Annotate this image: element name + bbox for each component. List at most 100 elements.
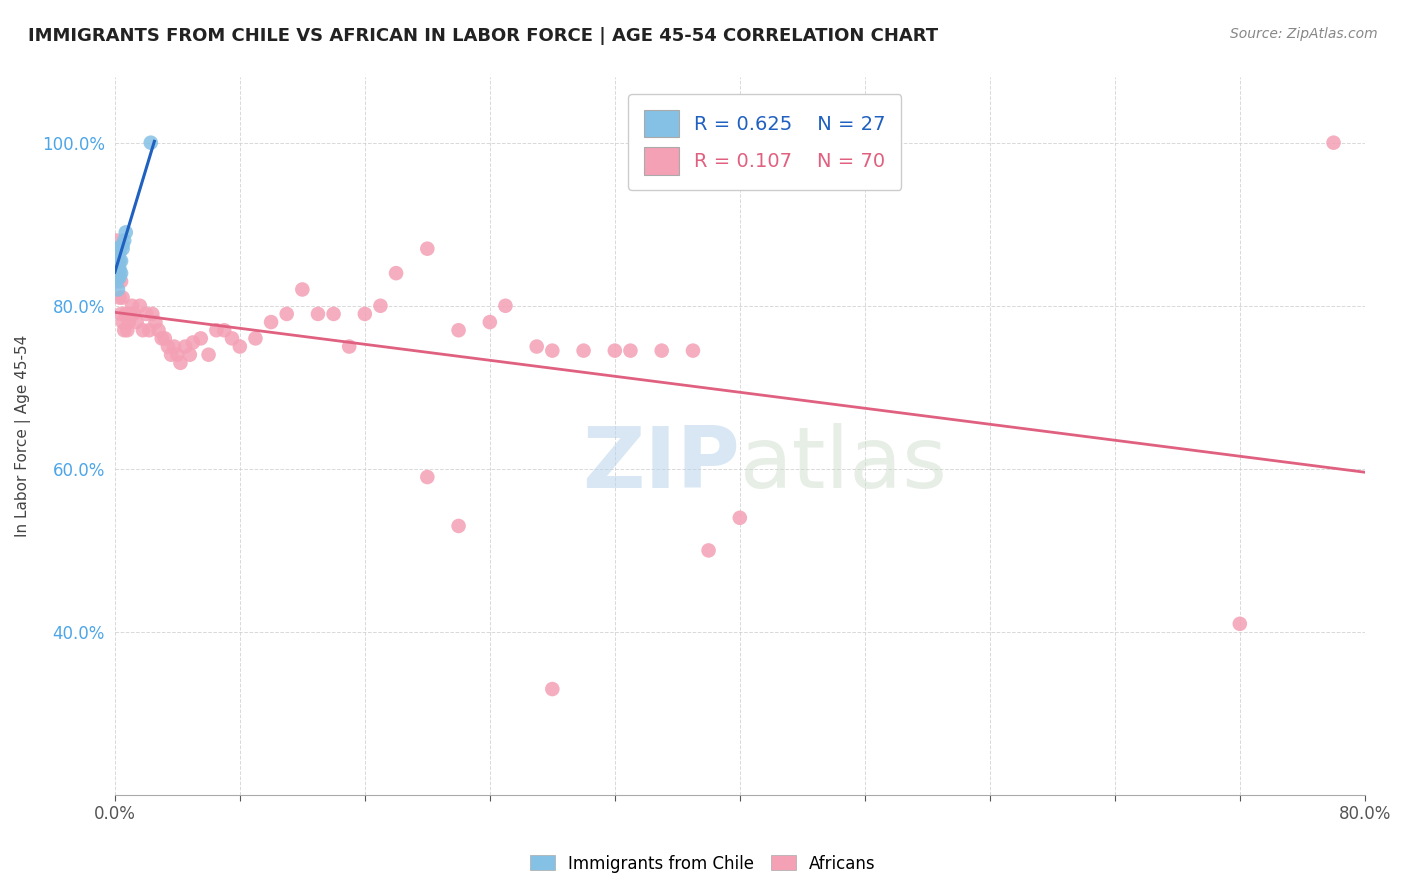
Point xyxy=(110,307,132,321)
Point xyxy=(276,307,298,321)
Point xyxy=(108,262,131,277)
Legend: R = 0.625    N = 27, R = 0.107    N = 70: R = 0.625 N = 27, R = 0.107 N = 70 xyxy=(628,95,901,190)
Text: Source: ZipAtlas.com: Source: ZipAtlas.com xyxy=(1230,27,1378,41)
Point xyxy=(166,348,188,362)
Point xyxy=(494,299,516,313)
Point xyxy=(148,323,170,337)
Point xyxy=(105,266,128,280)
Point xyxy=(117,323,139,337)
Point xyxy=(221,331,243,345)
Point xyxy=(619,343,641,358)
Point xyxy=(122,307,145,321)
Point xyxy=(108,245,131,260)
Point xyxy=(104,258,127,272)
Point xyxy=(112,234,135,248)
Point xyxy=(105,242,128,256)
Point xyxy=(105,254,128,268)
Point xyxy=(107,245,129,260)
Point xyxy=(322,307,344,321)
Legend: Immigrants from Chile, Africans: Immigrants from Chile, Africans xyxy=(523,848,883,880)
Point xyxy=(163,340,186,354)
Point xyxy=(541,343,564,358)
Point xyxy=(107,274,129,288)
Point xyxy=(307,307,329,321)
Point xyxy=(125,315,148,329)
Point xyxy=(111,291,134,305)
Point xyxy=(1229,616,1251,631)
Point xyxy=(105,250,128,264)
Point xyxy=(110,254,132,268)
Point xyxy=(108,254,131,268)
Point xyxy=(260,315,283,329)
Point xyxy=(107,262,129,277)
Point xyxy=(104,258,127,272)
Point xyxy=(447,323,470,337)
Point xyxy=(353,307,375,321)
Point xyxy=(526,340,548,354)
Point xyxy=(111,242,134,256)
Point xyxy=(245,331,267,345)
Point xyxy=(132,323,155,337)
Point xyxy=(181,335,204,350)
Point xyxy=(105,274,128,288)
Point xyxy=(370,299,392,313)
Point xyxy=(651,343,673,358)
Point xyxy=(128,299,150,313)
Point xyxy=(114,307,136,321)
Point xyxy=(229,340,252,354)
Point xyxy=(110,274,132,288)
Point xyxy=(139,136,162,150)
Point xyxy=(107,254,129,268)
Point xyxy=(104,250,127,264)
Point xyxy=(111,237,134,252)
Point xyxy=(160,348,183,362)
Point xyxy=(110,266,132,280)
Point xyxy=(447,519,470,533)
Point xyxy=(697,543,720,558)
Point xyxy=(197,348,219,362)
Text: atlas: atlas xyxy=(740,424,948,507)
Point xyxy=(179,348,201,362)
Point xyxy=(108,291,131,305)
Point xyxy=(104,266,127,280)
Point xyxy=(111,315,134,329)
Point xyxy=(174,340,197,354)
Point xyxy=(104,242,127,256)
Point xyxy=(728,510,751,524)
Point xyxy=(107,270,129,285)
Point xyxy=(212,323,235,337)
Point xyxy=(541,681,564,696)
Point xyxy=(108,270,131,285)
Point xyxy=(112,323,135,337)
Y-axis label: In Labor Force | Age 45-54: In Labor Force | Age 45-54 xyxy=(15,335,31,537)
Point xyxy=(416,470,439,484)
Point xyxy=(105,250,128,264)
Point xyxy=(145,315,167,329)
Point xyxy=(572,343,595,358)
Point xyxy=(385,266,408,280)
Point xyxy=(135,307,157,321)
Point xyxy=(104,242,127,256)
Point xyxy=(105,234,128,248)
Point xyxy=(118,315,141,329)
Point xyxy=(107,283,129,297)
Point xyxy=(682,343,704,358)
Point xyxy=(108,266,131,280)
Point xyxy=(150,331,173,345)
Point xyxy=(416,242,439,256)
Point xyxy=(138,323,160,337)
Point xyxy=(153,331,176,345)
Point xyxy=(603,343,626,358)
Point xyxy=(169,356,191,370)
Point xyxy=(104,254,127,268)
Point xyxy=(141,307,163,321)
Text: ZIP: ZIP xyxy=(582,424,740,507)
Point xyxy=(107,258,129,272)
Point xyxy=(291,283,314,297)
Point xyxy=(205,323,228,337)
Point xyxy=(156,340,179,354)
Text: IMMIGRANTS FROM CHILE VS AFRICAN IN LABOR FORCE | AGE 45-54 CORRELATION CHART: IMMIGRANTS FROM CHILE VS AFRICAN IN LABO… xyxy=(28,27,938,45)
Point xyxy=(105,242,128,256)
Point xyxy=(121,299,143,313)
Point xyxy=(105,262,128,277)
